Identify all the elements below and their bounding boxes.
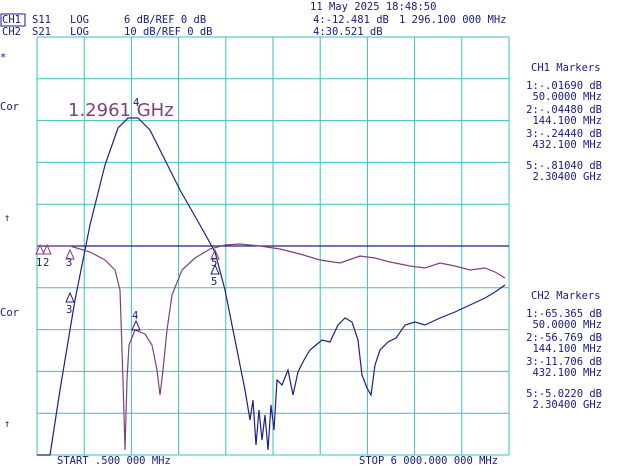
marker-triangle <box>65 291 75 303</box>
marker-value: 4:30.521 dB <box>313 26 383 38</box>
marker-number: 1 <box>36 257 42 269</box>
cor-label: Cor <box>0 307 19 319</box>
marker-number: 4 <box>132 310 138 322</box>
marker-number: 5 <box>211 257 217 269</box>
marker-triangle <box>35 243 45 255</box>
stop-label: STOP 6 000.000 000 MHz <box>359 455 498 465</box>
scale: 6 dB/REF 0 dB <box>124 14 206 26</box>
marker-triangle <box>131 319 141 331</box>
marker-entry-value: 3:-.24440 dB <box>526 128 602 140</box>
parameter: S21 <box>32 26 51 38</box>
marker-entry-value: 1:-65.365 dB <box>526 308 602 320</box>
marker-entry-value: 1:-.01690 dB <box>526 80 602 92</box>
marker-number: 3 <box>66 304 72 316</box>
marker-number: 4 <box>133 97 139 109</box>
marker-triangle <box>65 248 75 260</box>
marker-frequency: 1 296.100 000 MHz <box>399 14 506 26</box>
scale: 10 dB/REF 0 dB <box>124 26 213 38</box>
marker-value: 4:-12.481 dB <box>313 14 389 26</box>
s11-trace <box>37 243 506 451</box>
datetime: 11 May 2025 18:48:50 <box>310 1 436 13</box>
ch1-box <box>0 13 26 27</box>
marker-entry-freq: 50.0000 MHz <box>532 319 602 331</box>
marker-number: 2 <box>43 257 49 269</box>
marker-number: 5 <box>211 276 217 288</box>
marker-number: 3 <box>66 257 72 269</box>
ref-arrow: ↑ <box>4 418 10 430</box>
marker-entry-freq: 144.100 MHz <box>532 115 602 127</box>
ref-arrow: ↑ <box>4 212 10 224</box>
markers-title: CH2 Markers <box>531 290 601 302</box>
marker-triangle <box>210 248 220 260</box>
channel-label: CH2 <box>2 26 21 38</box>
star: * <box>0 52 6 64</box>
marker-readout: 1.2961 GHz <box>68 100 174 121</box>
marker-entry-value: 2:-.04480 dB <box>526 104 602 116</box>
format: LOG <box>70 26 89 38</box>
marker-entry-value: 5:-5.0220 dB <box>526 388 602 400</box>
marker-entry-freq: 2.30400 GHz <box>532 171 602 183</box>
marker-entry-freq: 432.100 MHz <box>532 139 602 151</box>
marker-entry-value: 3:-11.706 dB <box>526 356 602 368</box>
start-label: START .500 000 MHz <box>57 455 171 465</box>
marker-entry-value: 2:-56.769 dB <box>526 332 602 344</box>
marker-triangle <box>210 263 220 275</box>
marker-entry-value: 5:-.81040 dB <box>526 160 602 172</box>
parameter: S11 <box>32 14 51 26</box>
marker-triangle <box>42 243 52 255</box>
marker-entry-freq: 432.100 MHz <box>532 367 602 379</box>
s21-trace <box>37 117 506 456</box>
marker-entry-freq: 50.0000 MHz <box>532 91 602 103</box>
marker-entry-freq: 144.100 MHz <box>532 343 602 355</box>
cor-label: Cor <box>0 101 19 113</box>
channel-label: CH1 <box>2 14 21 26</box>
format: LOG <box>70 14 89 26</box>
marker-entry-freq: 2.30400 GHz <box>532 399 602 411</box>
markers-title: CH1 Markers <box>531 62 601 74</box>
